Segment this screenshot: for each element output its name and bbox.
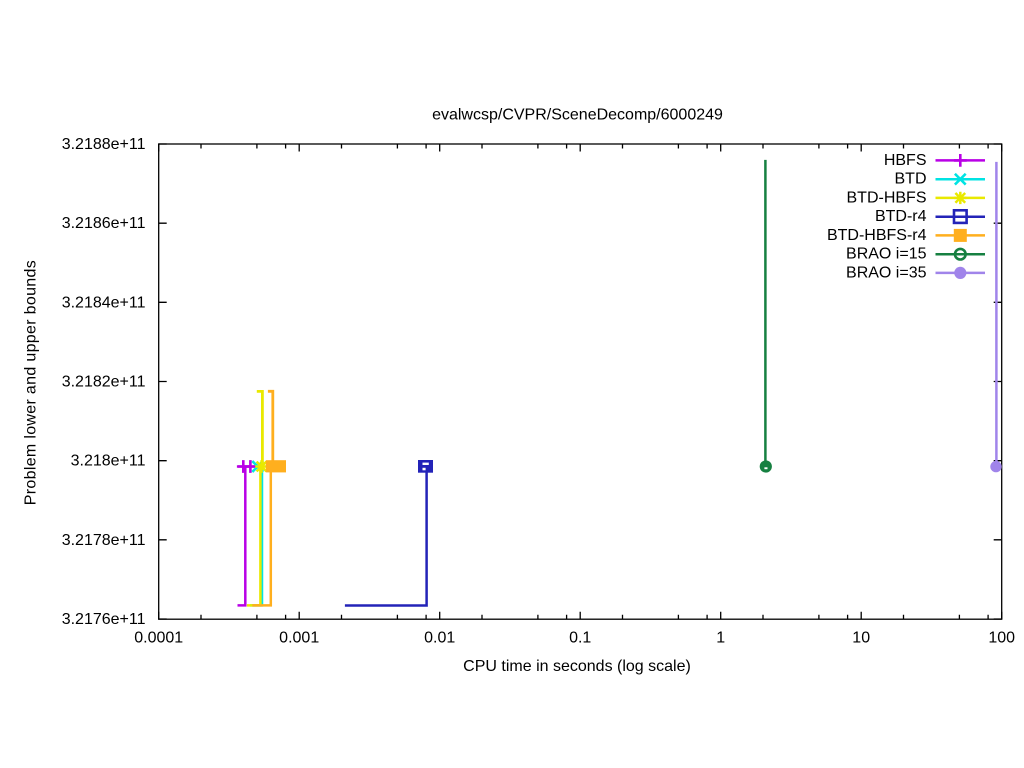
svg-text:3.218e+11: 3.218e+11: [71, 453, 146, 470]
svg-text:evalwcsp/CVPR/SceneDecomp/6000: evalwcsp/CVPR/SceneDecomp/6000249: [432, 107, 723, 124]
svg-text:10: 10: [852, 630, 870, 647]
svg-text:BTD-HBFS-r4: BTD-HBFS-r4: [827, 227, 927, 244]
svg-text:3.2178e+11: 3.2178e+11: [62, 532, 146, 549]
svg-text:BRAO i=15: BRAO i=15: [846, 246, 927, 263]
svg-text:3.2186e+11: 3.2186e+11: [62, 215, 146, 232]
svg-text:1: 1: [716, 630, 725, 647]
svg-text:3.2176e+11: 3.2176e+11: [62, 611, 146, 628]
svg-text:HBFS: HBFS: [884, 152, 927, 169]
svg-text:3.2182e+11: 3.2182e+11: [62, 374, 146, 391]
svg-text:BRAO i=35: BRAO i=35: [846, 264, 927, 281]
svg-text:Problem lower and upper bounds: Problem lower and upper bounds: [23, 260, 40, 505]
svg-text:BTD-r4: BTD-r4: [875, 208, 927, 225]
svg-text:CPU time in seconds (log scale: CPU time in seconds (log scale): [463, 658, 691, 675]
svg-text:0.01: 0.01: [424, 630, 455, 647]
svg-text:BTD-HBFS: BTD-HBFS: [847, 189, 927, 206]
svg-text:3.2184e+11: 3.2184e+11: [62, 294, 146, 311]
svg-text:100: 100: [988, 630, 1015, 647]
svg-text:0.001: 0.001: [279, 630, 319, 647]
svg-text:3.2188e+11: 3.2188e+11: [62, 136, 146, 153]
svg-text:0.1: 0.1: [569, 630, 591, 647]
svg-text:BTD: BTD: [895, 171, 927, 188]
svg-text:0.0001: 0.0001: [134, 630, 183, 647]
